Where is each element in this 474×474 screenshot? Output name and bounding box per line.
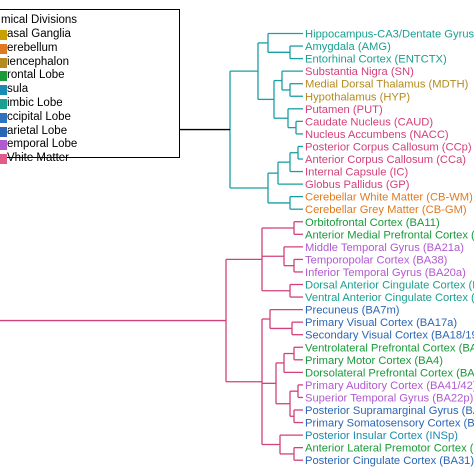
leaf-label: Globus Pallidus (GP) (305, 179, 410, 191)
leaf-label: Anterior Lateral Premotor Cortex (BA (305, 443, 474, 455)
leaf-label: Posterior Supramarginal Gyrus (BA4 (305, 405, 474, 417)
leaf-label: Primary Auditory Cortex (BA41/42) (305, 380, 474, 392)
legend-label: rontal Lobe (7, 69, 65, 82)
leaf-label: Caudate Nucleus (CAUD) (305, 116, 433, 128)
leaf-label: Dorsal Anterior Cingulate Cortex (BA (305, 280, 474, 292)
leaf-label: Posterior Corpus Callosum (CCp) (305, 141, 472, 153)
legend-label: sula (7, 83, 29, 96)
leaf-label: Anterior Medial Prefrontal Cortex (BA (305, 229, 474, 241)
legend-title: mical Divisions (1, 14, 78, 26)
legend-label: emporal Lobe (7, 138, 78, 151)
leaf-labels: Hippocampus-CA3/Dentate Gyrus (CAmygdala… (305, 29, 474, 468)
leaf-label: Internal Capsule (IC) (305, 167, 408, 179)
leaf-label: Posterior Cingulate Cortex (BA31) (305, 455, 474, 467)
legend-label: Vhite Matter (7, 152, 69, 165)
legend-swatch (0, 126, 7, 137)
leaf-label: Dorsolateral Prefrontal Cortex (BA9) (305, 367, 474, 379)
leaf-label: Hippocampus-CA3/Dentate Gyrus (C (305, 29, 474, 41)
legend-label: arietal Lobe (7, 124, 68, 137)
leaf-label: Amygdala (AMG) (305, 41, 391, 53)
legend-swatch (0, 140, 7, 151)
legend-label: imbic Lobe (7, 96, 63, 109)
leaf-label: Primary Somatosensory Cortex (BA3 (305, 418, 474, 430)
leaf-label: Posterior Insular Cortex (INSp) (305, 430, 458, 442)
leaf-label: Secondary Visual Cortex (BA18/19a (305, 330, 474, 342)
leaf-label: Entorhinal Cortex (ENTCTX) (305, 54, 447, 66)
legend-label: iencephalon (7, 55, 70, 68)
leaf-label: Inferior Temporal Gyrus (BA20a) (305, 267, 466, 279)
legend-swatch (0, 98, 7, 109)
legend-swatch (0, 30, 7, 40)
legend-swatch (0, 112, 7, 123)
legend-label: ccipital Lobe (7, 110, 71, 123)
legend-swatch (0, 85, 7, 96)
leaf-label: Putamen (PUT) (305, 104, 383, 116)
leaf-label: Substantia Nigra (SN) (305, 66, 414, 78)
leaf-label: Orbitofrontal Cortex (BA11) (305, 217, 440, 229)
leaf-label: Primary Visual Cortex (BA17a) (305, 317, 457, 329)
legend: mical Divisions asal Ganglia erebellum ien… (0, 9, 180, 165)
leaf-label: Hypothalamus (HYP) (305, 91, 410, 103)
leaf-label: Middle Temporal Gyrus (BA21a) (305, 242, 464, 254)
leaf-label: Superior Temporal Gyrus (BA22p) (305, 392, 474, 404)
legend-label: asal Ganglia (7, 28, 71, 40)
leaf-label: Ventral Anterior Cingulate Cortex (BA (305, 292, 474, 304)
legend-swatch (0, 57, 7, 68)
legend-swatch (0, 71, 7, 82)
leaf-label: Precuneus (BA7m) (305, 305, 400, 317)
legend-label: erebellum (7, 41, 58, 54)
legend-swatch (0, 43, 7, 54)
leaf-label: Temporopolar Cortex (BA38) (305, 254, 448, 266)
leaf-label: Cerebellar Grey Matter (CB-GM) (305, 204, 467, 216)
leaf-label: Ventrolateral Prefrontal Cortex (BA4 (305, 342, 474, 354)
leaf-label: Medial Dorsal Thalamus (MDTH) (305, 79, 469, 91)
leaf-label: Cerebellar White Matter (CB-WM) (305, 192, 473, 204)
leaf-label: Anterior Corpus Callosum (CCa) (305, 154, 466, 166)
leaf-label: Nucleus Accumbens (NACC) (305, 129, 449, 141)
leaf-label: Primary Motor Cortex (BA4) (305, 355, 443, 367)
legend-swatch (0, 154, 7, 165)
